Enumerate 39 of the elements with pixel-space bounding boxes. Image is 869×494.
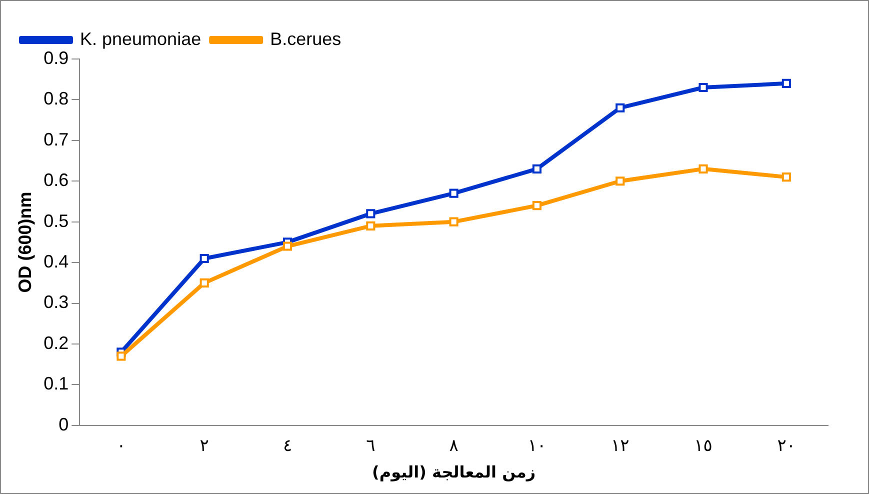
point [200,254,209,264]
legend-label: B.cerues [270,28,342,49]
point [200,278,209,288]
x-tick-label: ٨ [449,436,458,456]
y-tick-label: 0 [58,414,69,434]
y-tick-label: 0.2 [44,332,69,353]
point [616,176,625,186]
x-tick-label: ١٥ [694,436,712,456]
x-tick-label: ١٠ [528,436,546,456]
x-tick-label: ٤ [282,436,292,456]
x-tick-label: ١٢ [610,436,630,456]
x-tick-label: ٢ [200,436,209,456]
point [532,164,542,174]
point [782,172,791,182]
x-tick-label: ٢٠ [777,436,796,456]
point [532,201,542,210]
point [366,221,376,230]
y-tick-label: 0.5 [44,210,69,231]
point [116,352,126,361]
x-tick-label: ٠ [116,436,126,456]
y-tick-label: 0.1 [44,374,69,394]
point [366,209,376,218]
y-tick-label: 0.7 [44,129,69,150]
point [698,82,708,92]
y-tick-label: 0.9 [44,48,69,68]
y-tick-label: 0.4 [44,252,69,272]
y-tick-label: 0.3 [44,292,69,312]
point [449,188,458,198]
point [449,217,458,226]
point [282,242,292,251]
point [782,78,791,88]
x-axis-title: زمن المعالجة (اليوم) [372,462,536,482]
y-tick-label: 0.8 [44,88,69,109]
legend-label: K. pneumoniae [80,28,202,49]
y-axis-title: OD (600)nm [14,192,35,293]
y-tick-label: 0.6 [44,170,69,190]
point [616,103,625,112]
x-tick-label: ٦ [366,436,376,456]
point [698,164,708,174]
